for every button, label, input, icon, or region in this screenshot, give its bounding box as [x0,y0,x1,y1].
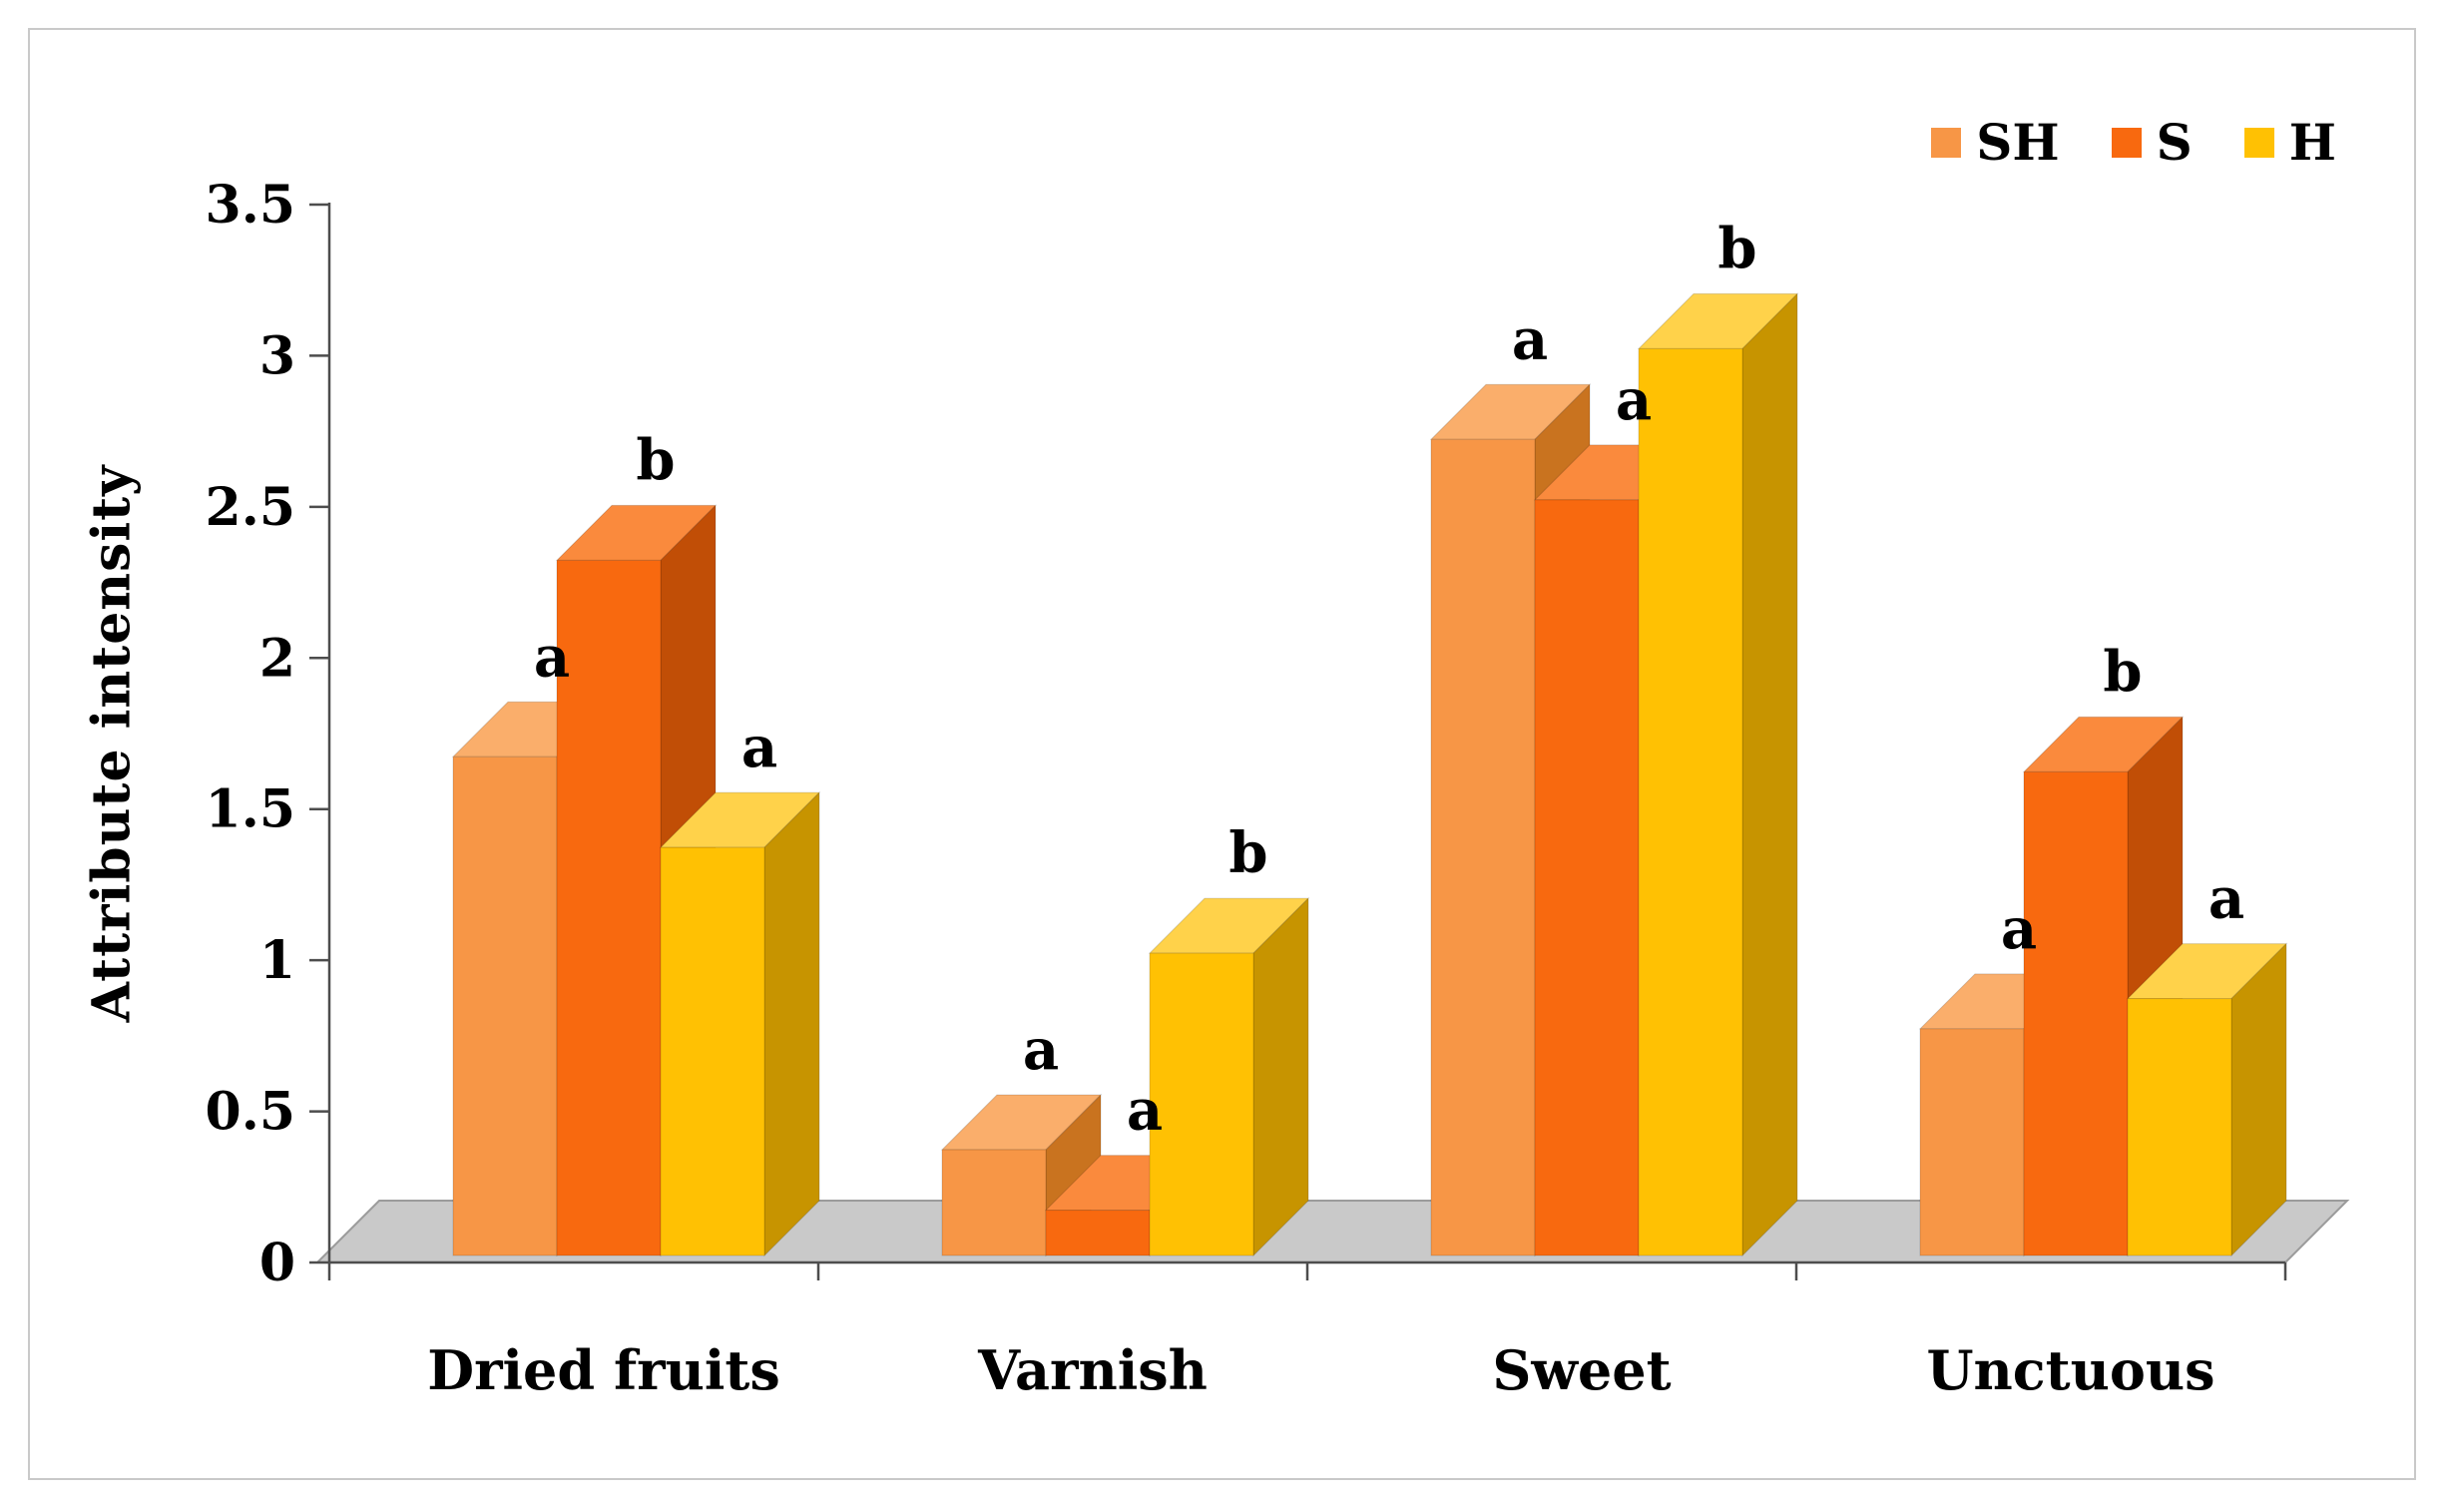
legend-swatch-sh-icon [1931,128,1962,158]
bar-h-0 [659,790,821,1258]
sig-letter: b [636,427,675,493]
y-tick-label: 0.5 [206,1082,295,1143]
sig-letter: a [741,715,777,780]
sig-letter: a [534,624,570,690]
y-tick-label: 1 [259,930,295,991]
legend-item-h: H [2243,113,2336,172]
sig-letter: a [1023,1017,1059,1083]
sig-letter: a [1512,306,1548,372]
x-category-label: Varnish [977,1338,1208,1402]
y-tick-label: 3 [259,325,295,386]
sig-letter: a [2208,866,2244,932]
x-category-label: Sweet [1492,1338,1671,1402]
sig-letter: a [1127,1078,1163,1144]
legend-item-sh: SH [1931,113,2060,172]
legend-label-h: H [2288,113,2336,172]
bar-h-2 [1637,292,1799,1258]
y-tick-label: 1.5 [206,779,295,840]
legend-label-s: S [2156,113,2193,172]
bar-h-3 [2126,942,2288,1258]
legend-swatch-h-icon [2243,128,2274,158]
y-tick-label: 2.5 [206,477,295,538]
legend-item-s: S [2111,113,2193,172]
legend-swatch-s-icon [2111,128,2142,158]
y-tick-label: 0 [259,1233,295,1293]
y-tick-label: 2 [259,628,295,689]
x-category-label: Dried fruits [427,1338,780,1402]
y-axis-title: Attribute intensity [81,464,143,1023]
figure-border [28,28,2416,1480]
sig-letter: b [1228,820,1267,886]
sig-letter: b [1717,216,1756,281]
sig-letter: a [1616,367,1652,433]
y-tick-label: 3.5 [206,175,295,236]
legend: SH S H [1931,118,2336,168]
legend-label-sh: SH [1976,113,2060,172]
sig-letter: a [2001,896,2037,962]
sig-letter: b [2103,639,2142,705]
x-category-label: Unctuous [1926,1338,2214,1402]
bar-h-1 [1148,896,1310,1258]
